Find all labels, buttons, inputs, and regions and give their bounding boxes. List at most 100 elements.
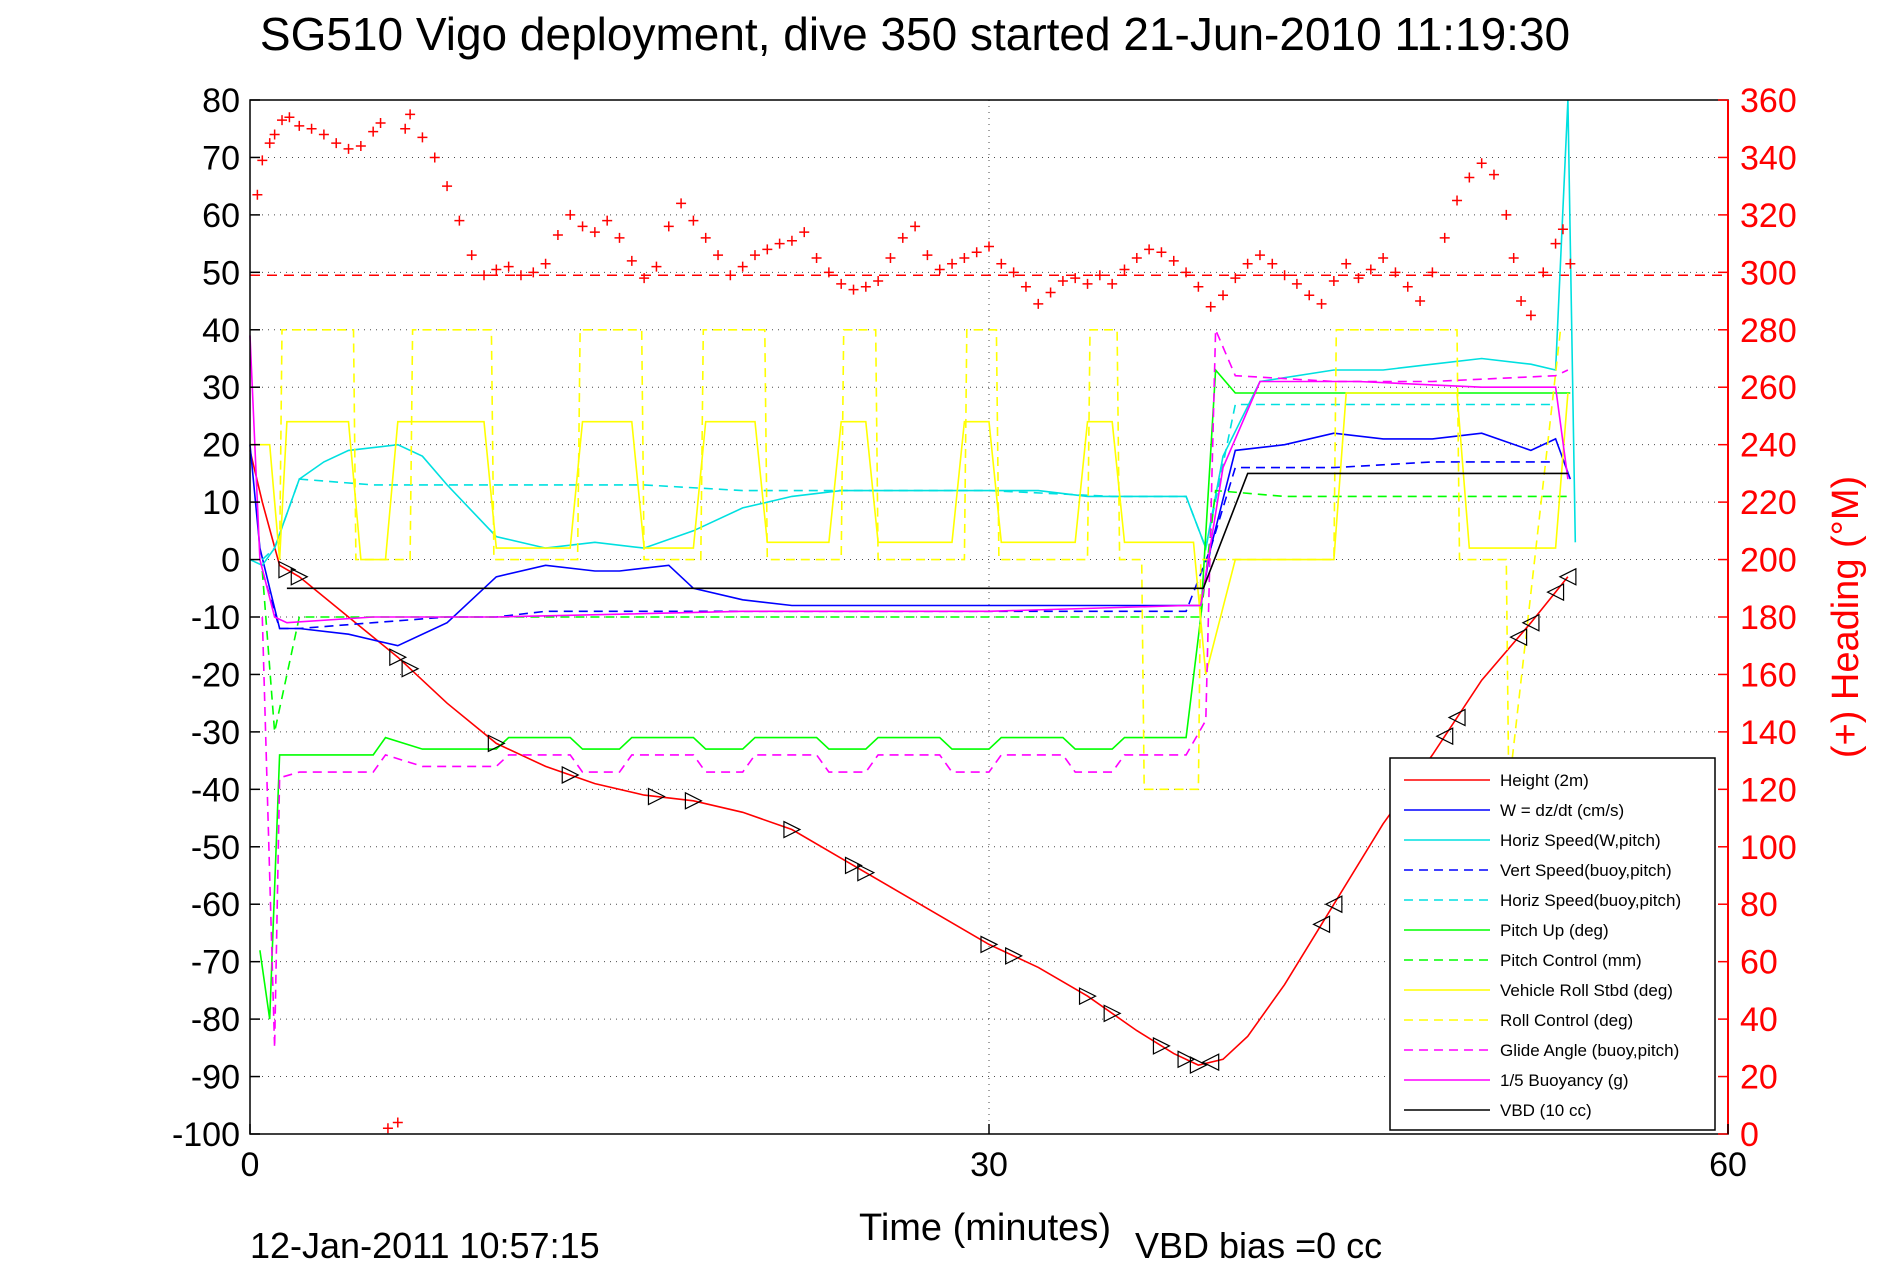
ascent-marker bbox=[1435, 727, 1454, 746]
descent-marker bbox=[290, 567, 309, 586]
heading-point bbox=[971, 247, 982, 258]
y-tick-label: 70 bbox=[202, 139, 240, 177]
heading-point bbox=[318, 129, 329, 140]
left-axis-ticks: 80 70 60 50 40 30 20 10 0 -10 -20 -30 -40 -50 -60 -70 -8… bbox=[172, 82, 260, 1154]
y-tick-label: 80 bbox=[202, 82, 240, 120]
heading-point bbox=[1476, 158, 1487, 169]
heading-point bbox=[1316, 298, 1327, 309]
heading-point bbox=[1254, 250, 1265, 261]
heading-point bbox=[1390, 267, 1401, 278]
y2-tick-label: 100 bbox=[1740, 829, 1797, 867]
heading-point bbox=[1082, 278, 1093, 289]
heading-point bbox=[1057, 275, 1068, 286]
heading-point bbox=[1131, 252, 1142, 263]
y2-tick-label: 160 bbox=[1740, 656, 1797, 694]
series-line-8 bbox=[278, 328, 1562, 791]
x-tick-label: 0 bbox=[241, 1146, 260, 1184]
heading-point bbox=[1304, 290, 1315, 301]
heading-point bbox=[786, 235, 797, 246]
heading-point bbox=[306, 123, 317, 134]
descent-marker bbox=[401, 659, 420, 678]
heading-point bbox=[762, 244, 773, 255]
heading-point bbox=[737, 261, 748, 272]
heading-point bbox=[1353, 273, 1364, 284]
legend-label: Height (2m) bbox=[1500, 771, 1589, 790]
y-tick-label: 10 bbox=[202, 484, 240, 522]
heading-point bbox=[811, 252, 822, 263]
heading-point bbox=[614, 232, 625, 243]
heading-point bbox=[676, 198, 687, 209]
heading-point bbox=[860, 281, 871, 292]
heading-point bbox=[1230, 273, 1241, 284]
heading-point bbox=[848, 284, 859, 295]
descent-marker bbox=[684, 791, 703, 810]
descent-marker bbox=[278, 560, 297, 579]
heading-point bbox=[392, 1117, 403, 1128]
heading-point bbox=[375, 117, 386, 128]
heading-point bbox=[1156, 247, 1167, 258]
y-tick-label: 50 bbox=[202, 254, 240, 292]
y-tick-label: 20 bbox=[202, 427, 240, 465]
heading-point bbox=[331, 138, 342, 149]
heading-point bbox=[1205, 301, 1216, 312]
heading-point bbox=[1033, 298, 1044, 309]
heading-point bbox=[1242, 258, 1253, 269]
heading-point bbox=[836, 278, 847, 289]
heading-point bbox=[1439, 232, 1450, 243]
y-tick-label: -40 bbox=[191, 771, 240, 809]
heading-point bbox=[442, 181, 453, 192]
heading-point bbox=[1107, 278, 1118, 289]
y-tick-label: -10 bbox=[191, 599, 240, 637]
heading-point bbox=[1525, 310, 1536, 321]
heading-point bbox=[1341, 258, 1352, 269]
legend-label: Vert Speed(buoy,pitch) bbox=[1500, 861, 1672, 880]
heading-point bbox=[405, 109, 416, 120]
legend-label: VBD (10 cc) bbox=[1500, 1101, 1592, 1120]
heading-point bbox=[626, 255, 637, 266]
descent-marker bbox=[1078, 987, 1097, 1006]
heading-point bbox=[934, 264, 945, 275]
descent-marker bbox=[1005, 946, 1023, 965]
descent-marker bbox=[647, 787, 666, 806]
chart-title: SG510 Vigo deployment, dive 350 started … bbox=[260, 8, 1570, 60]
descent-marker bbox=[783, 820, 802, 839]
legend-box bbox=[1389, 757, 1716, 1131]
heading-point bbox=[749, 250, 760, 261]
right-axis-label: (+) Heading (°M) bbox=[1825, 476, 1867, 758]
descent-marker bbox=[1103, 1004, 1122, 1023]
series-line-1 bbox=[249, 432, 1572, 647]
heading-point bbox=[1516, 296, 1527, 307]
right-axis-ticks: 3603403203002802602402202001801601401201… bbox=[1718, 82, 1797, 1154]
ascent-marker bbox=[1521, 613, 1540, 632]
heading-point bbox=[479, 270, 490, 281]
heading-point bbox=[264, 138, 275, 149]
heading-point bbox=[823, 267, 834, 278]
heading-point bbox=[1020, 281, 1031, 292]
heading-point bbox=[700, 232, 711, 243]
heading-point bbox=[1550, 238, 1561, 249]
heading-point bbox=[382, 1123, 393, 1134]
legend-label: Glide Angle (buoy,pitch) bbox=[1500, 1041, 1679, 1060]
heading-point bbox=[1045, 287, 1056, 298]
y2-tick-label: 220 bbox=[1740, 484, 1797, 522]
ascent-marker bbox=[1509, 628, 1528, 647]
heading-point bbox=[1415, 296, 1426, 307]
y2-tick-label: 0 bbox=[1740, 1116, 1759, 1154]
legend-label: 1/5 Buoyancy (g) bbox=[1500, 1071, 1629, 1090]
heading-point bbox=[1452, 195, 1463, 206]
heading-point bbox=[1144, 244, 1155, 255]
heading-point bbox=[602, 215, 613, 226]
ascent-marker bbox=[1201, 1053, 1220, 1072]
series-line-7 bbox=[250, 392, 1569, 675]
heading-point bbox=[984, 241, 994, 252]
y-tick-label: -100 bbox=[172, 1116, 240, 1154]
legend-label: Pitch Up (deg) bbox=[1500, 921, 1609, 940]
heading-point bbox=[959, 252, 970, 263]
heading-point bbox=[429, 152, 440, 163]
series-line-10 bbox=[249, 335, 1569, 624]
heading-point bbox=[1402, 281, 1413, 292]
y2-tick-label: 280 bbox=[1740, 312, 1797, 350]
y-tick-label: 0 bbox=[221, 542, 240, 580]
y-tick-label: -80 bbox=[191, 1001, 240, 1039]
